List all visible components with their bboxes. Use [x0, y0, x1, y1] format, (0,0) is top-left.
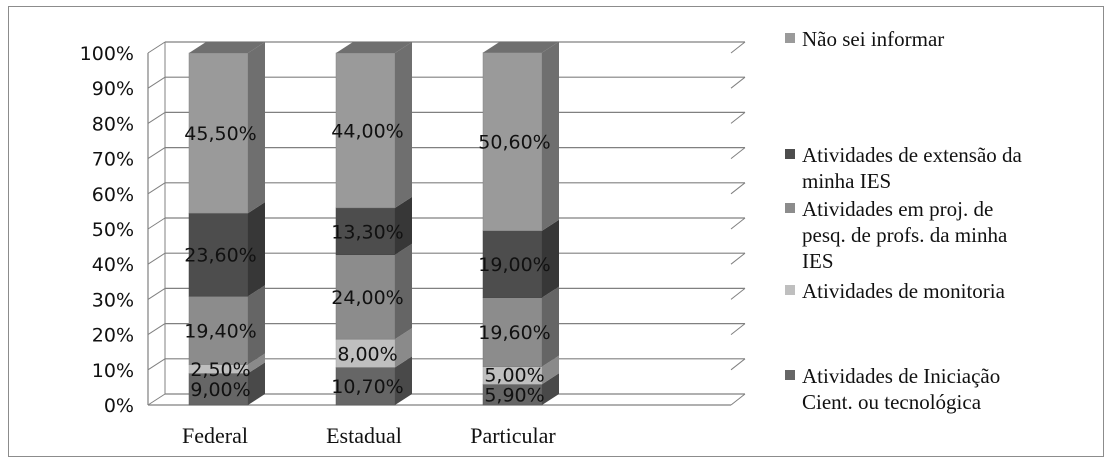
bar-segment-side — [248, 362, 265, 405]
bar-segment-side — [542, 373, 559, 405]
bar-segment-top — [336, 42, 412, 53]
legend-label: IES — [802, 249, 834, 273]
bar-segment-side — [395, 196, 412, 255]
data-label: 5,00% — [484, 365, 544, 387]
legend-label: Atividades de Iniciação — [802, 364, 1000, 388]
gridline-depth — [147, 217, 166, 230]
bar-segment-side — [248, 285, 265, 365]
y-tick-label: 0% — [104, 395, 134, 417]
y-tick-label: 30% — [92, 289, 134, 311]
bar-segment-side — [542, 286, 559, 367]
gridline-end — [730, 288, 746, 300]
gridline-end — [730, 41, 746, 54]
bar-segment — [188, 52, 249, 214]
legend-swatch — [785, 285, 795, 295]
bar-segment-side — [395, 356, 412, 405]
data-label: 24,00% — [331, 287, 403, 309]
data-label: 45,50% — [184, 123, 256, 145]
data-label: 8,00% — [337, 343, 397, 365]
data-label: 2,50% — [190, 359, 250, 381]
gridline-end — [730, 358, 746, 371]
bar-segment-side — [542, 355, 559, 385]
x-category-label: Federal — [182, 423, 248, 448]
gridline-end — [730, 393, 746, 406]
gridline-depth — [147, 76, 166, 89]
legend-label: Atividades em proj. de — [802, 197, 993, 221]
legend-label: pesq. de profs. da minha — [802, 223, 1008, 247]
gridline-depth — [147, 111, 166, 124]
data-label: 10,70% — [331, 376, 403, 398]
bar-segment — [482, 297, 543, 367]
gridline-end — [730, 147, 746, 159]
bar-segment-side — [542, 219, 559, 298]
bar-segment-side — [395, 42, 412, 208]
data-label: 50,60% — [478, 132, 550, 154]
legend-label: minha IES — [802, 169, 891, 193]
legend-label: Atividades de extensão da — [802, 143, 1023, 167]
bar-segment-side — [395, 328, 412, 368]
data-label: 5,90% — [484, 385, 544, 407]
data-label: 19,60% — [478, 322, 550, 344]
y-tick-label: 60% — [92, 184, 134, 206]
bar-segment-side — [542, 41, 559, 231]
gridline-end — [730, 252, 746, 265]
y-tick-label: 90% — [92, 78, 134, 100]
bar-segment-side — [248, 42, 265, 214]
bar-segment — [188, 212, 249, 297]
bar-segment-side — [395, 243, 412, 340]
y-tick-label: 50% — [92, 219, 134, 241]
gridline-depth — [147, 41, 166, 54]
gridline-end — [730, 112, 746, 124]
bar-segment-side — [248, 202, 265, 297]
data-label: 19,00% — [478, 254, 550, 276]
bar-segment — [482, 230, 543, 298]
gridline-end — [730, 217, 746, 230]
legend-label: Atividades de monitoria — [802, 279, 1006, 303]
legend-label: Cient. ou tecnológica — [802, 390, 982, 414]
bar-segment — [482, 52, 543, 232]
data-label: 23,60% — [184, 245, 256, 267]
gridline-depth — [147, 358, 166, 371]
y-tick-label: 80% — [92, 113, 134, 135]
gridline-depth — [147, 287, 166, 300]
legend-label: Não sei informar — [802, 27, 944, 51]
data-label: 13,30% — [331, 221, 403, 243]
bar-segment-side — [248, 353, 265, 374]
legend-swatch — [785, 203, 795, 213]
gridline-depth — [147, 393, 166, 406]
legend-swatch — [785, 149, 795, 159]
bar-segment-top — [483, 41, 559, 53]
data-label: 44,00% — [331, 120, 403, 142]
bar-segment-top — [189, 42, 265, 53]
y-tick-label: 40% — [92, 254, 134, 276]
legend-swatch — [785, 33, 795, 43]
bar-segment — [335, 254, 396, 340]
x-category-label: Particular — [470, 423, 556, 448]
y-tick-label: 20% — [92, 325, 134, 347]
legend-swatch — [785, 370, 795, 380]
gridline-end — [730, 323, 746, 335]
y-tick-label: 10% — [92, 360, 134, 382]
data-label: 19,40% — [184, 320, 256, 342]
gridline-end — [730, 76, 746, 89]
gridline-depth — [147, 147, 166, 160]
gridline-depth — [147, 252, 166, 265]
data-label: 9,00% — [190, 379, 250, 401]
x-category-label: Estadual — [326, 423, 402, 448]
gridline-end — [730, 182, 746, 195]
y-tick-label: 100% — [80, 43, 134, 65]
y-tick-label: 70% — [92, 149, 134, 171]
gridline-depth — [147, 182, 166, 195]
gridline-depth — [147, 323, 166, 336]
